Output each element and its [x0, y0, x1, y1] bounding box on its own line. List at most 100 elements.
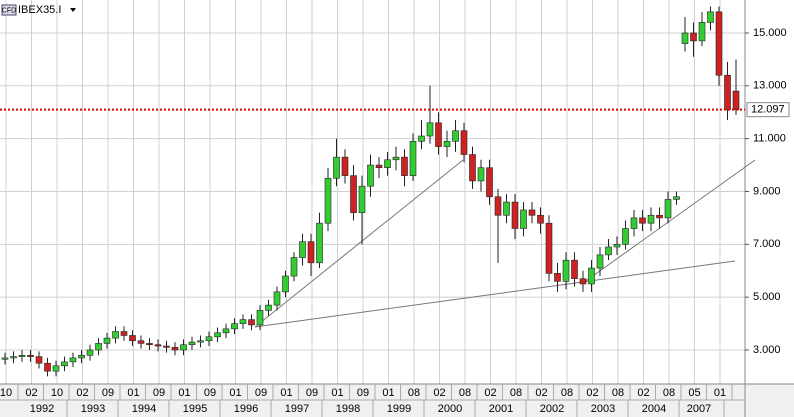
candle-body — [95, 343, 102, 351]
candle-body — [477, 167, 485, 182]
candle-body — [358, 185, 366, 213]
candle-body — [392, 156, 400, 161]
x-tick-label: 05 — [688, 387, 700, 399]
candle-body — [171, 347, 179, 351]
x-tick-label: 10 — [0, 387, 12, 399]
candle-body — [18, 354, 26, 357]
candle-body — [273, 291, 281, 306]
x-tick-label: 08 — [459, 387, 471, 399]
x-tick-label: 09 — [204, 387, 216, 399]
candle-body — [486, 167, 493, 198]
x-tick-label: 01 — [280, 387, 292, 399]
year-label: 1997 — [285, 403, 309, 415]
candle-body — [1, 357, 9, 360]
x-tick-label: 02 — [637, 387, 649, 399]
candle-body — [639, 217, 646, 224]
candle-body — [520, 209, 527, 229]
candle-body — [256, 310, 264, 326]
x-tick-label: 01 — [714, 387, 726, 399]
candle-body — [341, 156, 349, 176]
candle-body — [613, 244, 621, 248]
x-tick-label: 02 — [433, 387, 445, 399]
trend-line — [254, 260, 736, 328]
x-tick-label: 02 — [535, 387, 547, 399]
candle-body — [503, 201, 510, 216]
x-tick-label: 08 — [663, 387, 675, 399]
candle-body — [664, 199, 672, 219]
y-tick-label: 13.000 — [753, 80, 787, 92]
candle-body — [10, 356, 17, 359]
last-price-label: 12.097 — [751, 104, 785, 116]
x-tick-label: 02 — [484, 387, 496, 399]
x-tick-label: 02 — [586, 387, 598, 399]
candle-body — [469, 154, 476, 182]
candle-body — [129, 335, 136, 342]
x-tick-label: 09 — [306, 387, 318, 399]
candle-body — [375, 164, 383, 169]
candle-body — [656, 214, 663, 219]
candle-body — [324, 177, 332, 224]
candle-body — [707, 11, 714, 23]
x-tick-label: 09 — [102, 387, 114, 399]
year-label: 1996 — [234, 403, 258, 415]
y-tick-label: 3.000 — [753, 344, 781, 356]
year-label: 1995 — [183, 403, 207, 415]
x-tick-label: 02 — [25, 387, 37, 399]
x-tick-label: 08 — [510, 387, 522, 399]
candle-body — [316, 222, 323, 264]
year-label: 1992 — [30, 403, 54, 415]
candle-body — [69, 357, 77, 363]
x-tick-label: 02 — [76, 387, 88, 399]
candle-body — [52, 365, 60, 372]
candle-body — [307, 241, 315, 264]
candle-body — [401, 156, 408, 176]
candle-body — [103, 337, 111, 344]
candle-body — [146, 343, 153, 346]
y-tick-label: 5.000 — [753, 291, 781, 303]
year-label: 2004 — [642, 403, 666, 415]
candle-body — [588, 267, 595, 285]
candle-body — [715, 11, 723, 76]
candle-body — [681, 32, 689, 44]
x-tick-label: 08 — [408, 387, 420, 399]
candle-body — [511, 201, 519, 229]
candle-body — [452, 130, 459, 142]
last-price-box — [746, 102, 790, 118]
candle-body — [724, 74, 731, 110]
candle-body — [562, 259, 570, 282]
candle-body — [78, 354, 85, 359]
candle-body — [222, 328, 230, 334]
candle-body — [265, 304, 272, 311]
candle-body — [27, 354, 34, 357]
candle-body — [622, 228, 629, 245]
candle-body — [137, 340, 145, 344]
dropdown-arrow[interactable] — [70, 8, 76, 12]
candle-body — [188, 341, 196, 346]
year-label: 1993 — [81, 403, 105, 415]
x-tick-label: 01 — [178, 387, 190, 399]
candle-body — [44, 362, 51, 372]
x-tick-label: 09 — [357, 387, 369, 399]
year-label: 1998 — [336, 403, 360, 415]
x-tick-label: 01 — [127, 387, 139, 399]
candle-body — [282, 275, 289, 293]
candle-body — [528, 209, 536, 216]
candle-body — [443, 140, 451, 147]
candle-body — [86, 349, 94, 356]
x-tick-label: 09 — [255, 387, 267, 399]
trend-line — [254, 159, 464, 328]
candle-body — [35, 356, 43, 364]
candle-body — [554, 273, 561, 282]
y-tick-label: 11.000 — [753, 133, 786, 145]
x-tick-label: 01 — [331, 387, 343, 399]
y-tick-label: 15.000 — [753, 27, 787, 39]
candles — [1, 6, 740, 377]
x-tick-label: 09 — [153, 387, 165, 399]
candle-body — [418, 135, 425, 142]
symbol-header[interactable]: CFD IBEX35.I — [1, 4, 76, 16]
candle-body — [571, 259, 578, 279]
badge: CFD — [2, 7, 16, 14]
symbol: IBEX35.I — [18, 4, 61, 16]
